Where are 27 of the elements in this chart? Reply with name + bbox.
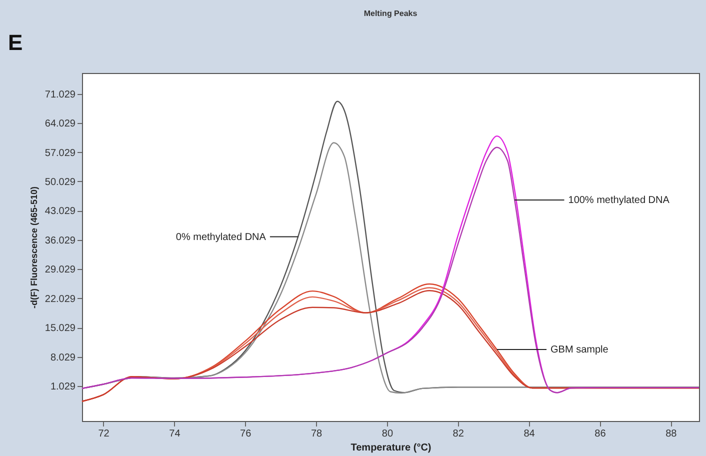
chart-title: Melting Peaks [364, 9, 418, 18]
x-tick-label: 86 [594, 428, 606, 440]
y-tick-label: 36.029 [44, 235, 76, 246]
y-tick-label: 64.029 [44, 118, 76, 130]
x-tick-label: 84 [524, 428, 536, 440]
x-tick-label: 72 [98, 428, 110, 440]
y-tick-label: 8.029 [50, 352, 76, 364]
text: E [8, 30, 23, 55]
x-tick-label: 88 [666, 428, 678, 440]
y-tick-label: 71.029 [44, 89, 76, 100]
x-tick-label: 82 [452, 428, 464, 440]
x-tick-label: 74 [169, 428, 181, 440]
y-tick-label: 22.029 [44, 294, 76, 305]
y-tick-label: 1.029 [50, 382, 76, 393]
x-tick-label: 78 [310, 428, 323, 440]
y-axis-title: -d(F) Fluorescence (465-510) [28, 186, 39, 309]
x-tick-label: 76 [240, 428, 252, 440]
x-axis-title: Temperature (°C) [350, 442, 432, 454]
y-tick-label: 50.029 [44, 177, 76, 188]
y-tick-label: 57.029 [44, 148, 76, 159]
y-tick-label: 43.029 [44, 206, 76, 218]
x-tick-label: 80 [382, 428, 394, 440]
annotation: GBM sample [550, 344, 609, 356]
annotation: 100% methylated DNA [568, 195, 670, 206]
y-tick-label: 15.029 [44, 323, 76, 334]
annotation: 0% methylated DNA [176, 232, 266, 243]
y-tick-label: 29.029 [44, 264, 76, 276]
